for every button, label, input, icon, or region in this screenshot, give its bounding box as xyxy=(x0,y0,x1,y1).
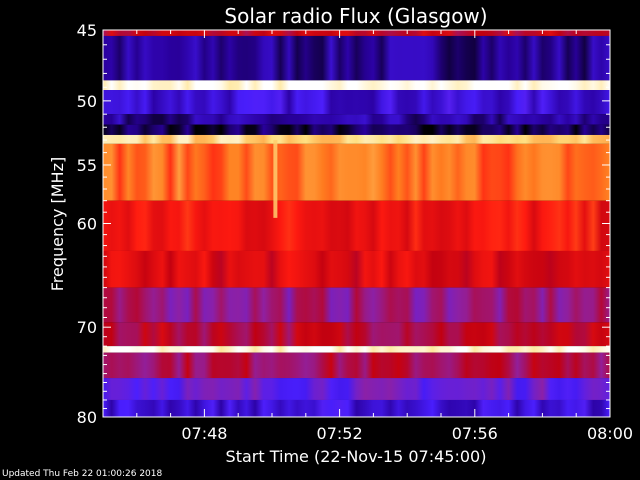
frequency-band xyxy=(103,322,610,347)
x-axis: 07:48 07:52 07:56 08:00 xyxy=(102,30,633,443)
x-tick-label: 07:48 xyxy=(181,424,227,443)
updated-timestamp: Updated Thu Feb 22 01:00:26 2018 xyxy=(2,469,163,479)
frequency-band xyxy=(103,35,610,81)
frequency-band xyxy=(103,346,610,353)
y-axis: 45 50 55 60 70 80 xyxy=(77,21,610,427)
x-tick-label: 07:56 xyxy=(452,424,498,443)
frequency-band xyxy=(103,124,610,135)
frequency-band xyxy=(103,114,610,125)
chart-title: Solar radio Flux (Glasgow) xyxy=(224,4,487,28)
y-axis-label: Frequency [MHz] xyxy=(48,157,67,291)
frequency-band xyxy=(103,80,610,91)
y-tick-label: 50 xyxy=(77,92,97,111)
frequency-band xyxy=(103,352,610,379)
frequency-band xyxy=(103,378,610,400)
y-tick-label: 55 xyxy=(77,156,97,175)
burst-feature xyxy=(273,140,278,218)
x-axis-label: Start Time (22-Nov-15 07:45:00) xyxy=(226,447,487,466)
frequency-band xyxy=(103,250,610,288)
y-tick-label: 60 xyxy=(77,215,97,234)
y-tick-label: 80 xyxy=(77,408,97,427)
y-tick-label: 45 xyxy=(77,21,97,40)
heatmap-area xyxy=(103,30,610,417)
frequency-band xyxy=(103,30,610,36)
y-tick-label: 70 xyxy=(77,318,97,337)
frequency-band xyxy=(103,200,610,251)
frequency-band xyxy=(103,287,610,323)
frequency-band xyxy=(103,134,610,144)
x-tick-label: 08:00 xyxy=(587,424,633,443)
frequency-band xyxy=(103,143,610,201)
frequency-band xyxy=(103,399,610,417)
x-tick-label: 07:52 xyxy=(317,424,363,443)
frequency-band xyxy=(103,90,610,115)
